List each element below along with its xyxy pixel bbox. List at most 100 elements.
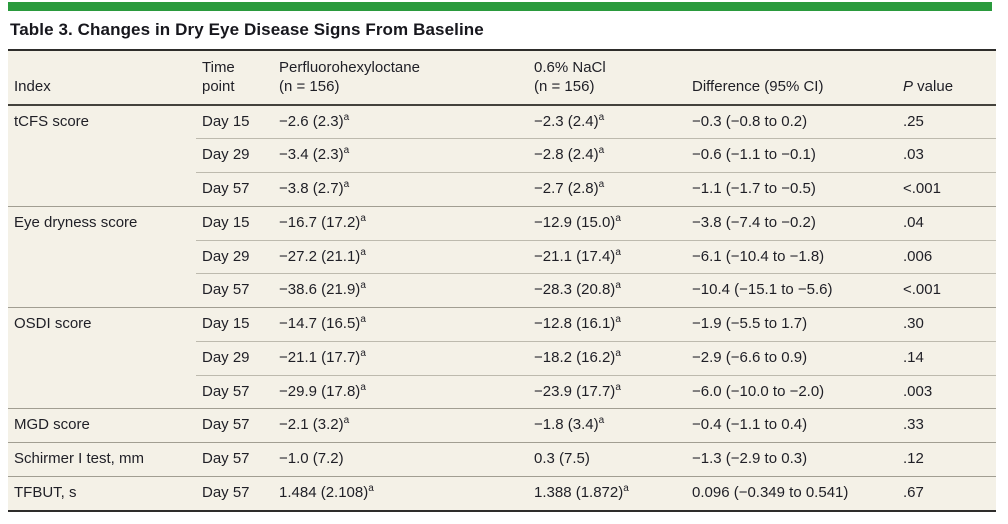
accent-bar: [8, 2, 992, 11]
footnote-marker: a: [360, 246, 366, 258]
cell-diff: −10.4 (−15.1 to −5.6): [686, 273, 897, 308]
data-table: Index Time point Perfluorohexyloctane (n = 1…: [8, 51, 996, 512]
cell-time: Day 57: [196, 273, 273, 308]
column-header-nacl: 0.6% NaCl (n = 156): [528, 51, 686, 106]
cell-p: .25: [903, 112, 924, 130]
cell-nacl: −28.3 (20.8)a: [528, 273, 686, 308]
table-row: MGD score Day 57 −2.1 (3.2)a −1.8 (3.4)a −0.…: [8, 408, 996, 443]
cell-p: .67: [897, 475, 996, 511]
footnote-marker: a: [615, 381, 621, 393]
cell-index: [8, 341, 196, 375]
cell-time: Day 57: [196, 475, 273, 511]
cell-pfho: −38.6 (21.9)a: [273, 273, 528, 308]
cell-nacl: −21.1 (17.4)a: [528, 239, 686, 274]
cell-p: .003: [897, 374, 996, 409]
column-header-p: P value: [897, 51, 996, 106]
column-header-pfho: Perfluorohexyloctane (n = 156): [273, 51, 528, 106]
cell-index: tCFS score: [14, 112, 90, 130]
cell-diff: −1.9 (−5.5 to 1.7): [686, 307, 897, 342]
cell-nacl: −1.8 (3.4)a: [528, 408, 686, 443]
cell-index: [8, 274, 196, 308]
footnote-marker: a: [360, 381, 366, 393]
cell-diff: −3.8 (−7.4 to −0.2): [686, 205, 897, 240]
table-row: Day 29 −21.1 (17.7)a −18.2 (16.2)a −2.9 (−6…: [8, 340, 996, 375]
cell-time: Day 57: [196, 442, 273, 477]
cell-diff: −0.3 (−0.8 to 0.2): [692, 112, 808, 130]
column-header-time: Time point: [196, 51, 273, 106]
footnote-marker: a: [615, 212, 621, 224]
footnote-marker: a: [360, 280, 366, 292]
cell-p: .12: [897, 442, 996, 477]
cell-pfho: −3.4 (2.3)a: [273, 138, 528, 173]
footnote-marker: a: [368, 482, 374, 494]
cell-index: [8, 139, 196, 173]
cell-pfho: 1.484 (2.108)a: [273, 475, 528, 511]
cell-diff: 0.096 (−0.349 to 0.541): [686, 475, 897, 511]
cell-nacl: −2.8 (2.4)a: [528, 138, 686, 173]
table-body: tCFS score Day 15 −2.6 (2.3)a −2.3 (2.4)a −0…: [8, 105, 996, 511]
cell-time: Day 57: [196, 172, 273, 207]
cell-index: Schirmer I test, mm: [8, 442, 196, 477]
cell-pfho: −27.2 (21.1)a: [273, 239, 528, 274]
cell-pfho: −2.1 (3.2)a: [273, 408, 528, 443]
footnote-marker: a: [598, 179, 605, 190]
cell-time: Day 29: [196, 340, 273, 375]
footnote-marker: a: [360, 212, 366, 224]
footnote-marker: a: [615, 347, 621, 359]
table-row: Day 29 −27.2 (21.1)a −21.1 (17.4)a −6.1 (−1…: [8, 239, 996, 274]
table-row: Day 57 −3.8 (2.7)a −2.7 (2.8)a −1.1 (−1.7 t…: [8, 172, 996, 207]
cell-nacl: −12.8 (16.1)a: [528, 307, 686, 342]
cell-diff: −0.4 (−1.1 to 0.4): [686, 408, 897, 443]
table-row: OSDI score Day 15 −14.7 (16.5)a −12.8 (16.1…: [8, 307, 996, 342]
table-header: Index Time point Perfluorohexyloctane (n = 1…: [8, 51, 996, 106]
cell-p: .14: [897, 340, 996, 375]
cell-index: [8, 240, 196, 274]
cell-p: .33: [897, 408, 996, 443]
cell-time: Day 15: [196, 205, 273, 240]
footnote-marker: a: [598, 145, 605, 157]
cell-p: <.001: [897, 172, 996, 207]
cell-pfho: −16.7 (17.2)a: [273, 205, 528, 240]
table-title: Table 3. Changes in Dry Eye Disease Sign…: [10, 20, 484, 39]
footnote-marker: a: [343, 111, 350, 123]
cell-pfho: −1.0 (7.2): [273, 442, 528, 477]
column-header-index: Index: [8, 51, 196, 106]
footnote-marker: a: [343, 415, 350, 427]
cell-p: .006: [897, 239, 996, 274]
cell-diff: −0.6 (−1.1 to −0.1): [686, 138, 897, 173]
cell-diff: −6.0 (−10.0 to −2.0): [686, 374, 897, 409]
footnote-marker: a: [615, 280, 621, 292]
column-header-diff: Difference (95% CI): [686, 51, 897, 106]
footnote-marker: a: [598, 415, 605, 427]
footnote-marker: a: [615, 314, 621, 325]
footnote-marker: a: [343, 145, 350, 157]
table-row: Day 57 −38.6 (21.9)a −28.3 (20.8)a −10.4 (−…: [8, 273, 996, 308]
cell-diff: −2.9 (−6.6 to 0.9): [686, 340, 897, 375]
header-row: Index Time point Perfluorohexyloctane (n = 1…: [8, 51, 996, 106]
cell-time: Day 15: [202, 112, 250, 130]
cell-index: Eye dryness score: [8, 205, 196, 240]
footnote-marker: a: [343, 179, 350, 190]
cell-diff: −1.1 (−1.7 to −0.5): [686, 172, 897, 207]
cell-nacl: −12.9 (15.0)a: [528, 205, 686, 240]
table-row: TFBUT, s Day 57 1.484 (2.108)a 1.388 (1.872…: [8, 475, 996, 511]
cell-nacl: −2.7 (2.8)a: [528, 172, 686, 207]
table-row: Schirmer I test, mm Day 57 −1.0 (7.2) 0.3 (…: [8, 442, 996, 477]
page: Table 3. Changes in Dry Eye Disease Sign…: [8, 2, 996, 512]
cell-nacl: 0.3 (7.5): [528, 442, 686, 477]
footnote-marker: a: [598, 111, 605, 123]
cell-pfho: −29.9 (17.8)a: [273, 374, 528, 409]
cell-time: Day 15: [196, 307, 273, 342]
cell-p: <.001: [897, 273, 996, 308]
title-rule: [8, 49, 996, 51]
table-row: Eye dryness score Day 15 −16.7 (17.2)a −12.…: [8, 205, 996, 240]
cell-diff: −6.1 (−10.4 to −1.8): [686, 239, 897, 274]
cell-index: [8, 375, 196, 409]
cell-pfho: −21.1 (17.7)a: [273, 340, 528, 375]
cell-nacl: −23.9 (17.7)a: [528, 374, 686, 409]
footnote-marker: a: [615, 246, 621, 258]
footnote-marker: a: [360, 347, 366, 359]
cell-time: Day 57: [196, 374, 273, 409]
cell-p: .04: [897, 205, 996, 240]
cell-diff: −1.3 (−2.9 to 0.3): [686, 442, 897, 477]
